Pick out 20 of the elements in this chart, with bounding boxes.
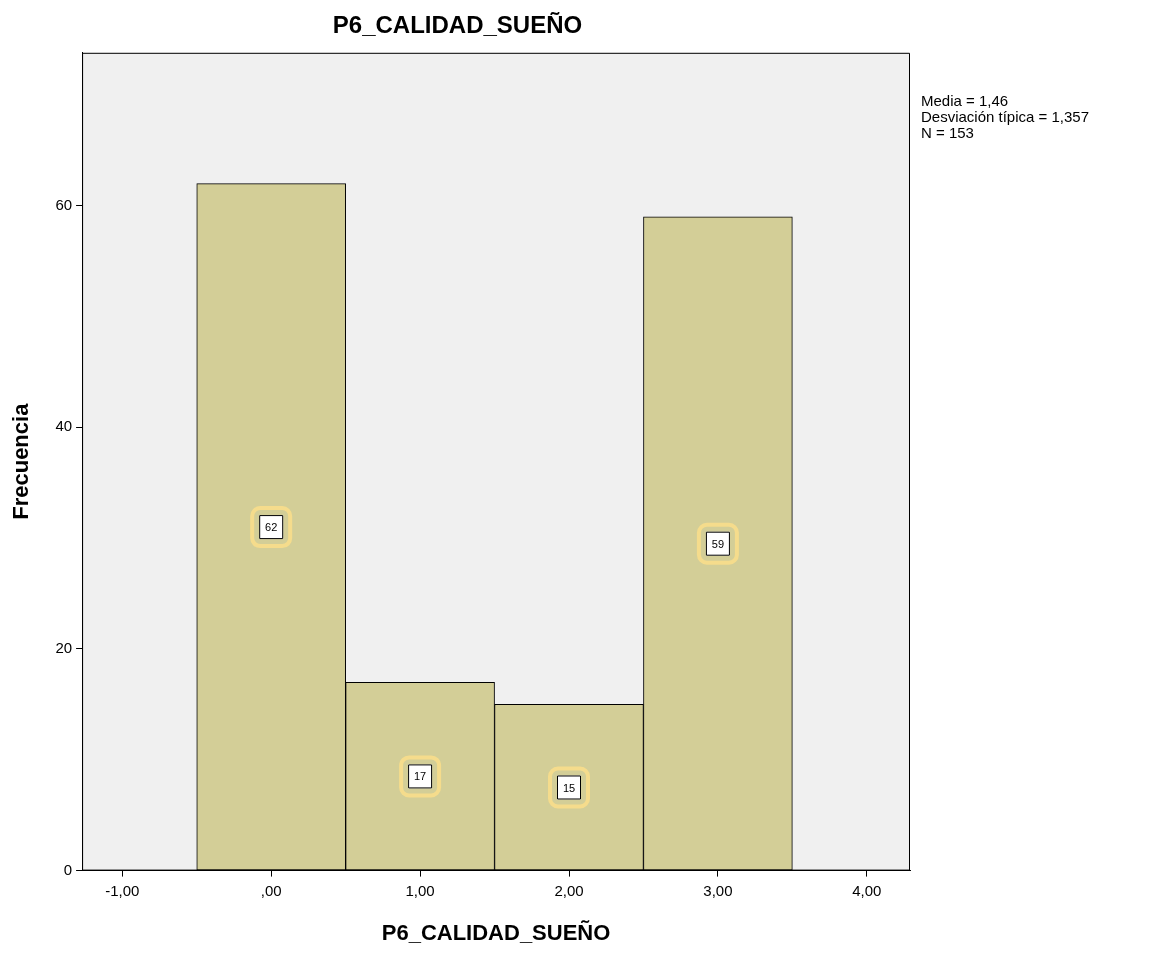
text: Desviación típica = 1,357 xyxy=(921,108,1090,125)
y-tick-label: 40 xyxy=(55,417,73,435)
y-tick-label: 0 xyxy=(63,860,73,878)
x-tick-label: -1,00 xyxy=(105,881,140,899)
text: N = 153 xyxy=(921,124,975,141)
data-label: 62 xyxy=(265,521,278,534)
y-tick-label: 20 xyxy=(55,639,73,657)
data-label: 15 xyxy=(562,781,576,794)
y-axis-title: Frecuencia xyxy=(8,402,34,520)
x-tick-label: 1,00 xyxy=(405,881,435,899)
chart-title: P6_CALIDAD_SUEÑO xyxy=(332,11,583,39)
x-tick-label: 2,00 xyxy=(554,881,584,899)
x-tick-label: 4,00 xyxy=(852,881,882,899)
x-tick-label: 3,00 xyxy=(703,881,733,899)
data-label: 59 xyxy=(711,537,725,550)
x-tick-label: ,00 xyxy=(260,881,282,899)
x-axis-title: P6_CALIDAD_SUEÑO xyxy=(381,919,611,945)
text: Media = 1,46 xyxy=(921,92,1010,109)
data-label: 17 xyxy=(413,770,427,783)
y-tick-label: 60 xyxy=(55,195,73,213)
